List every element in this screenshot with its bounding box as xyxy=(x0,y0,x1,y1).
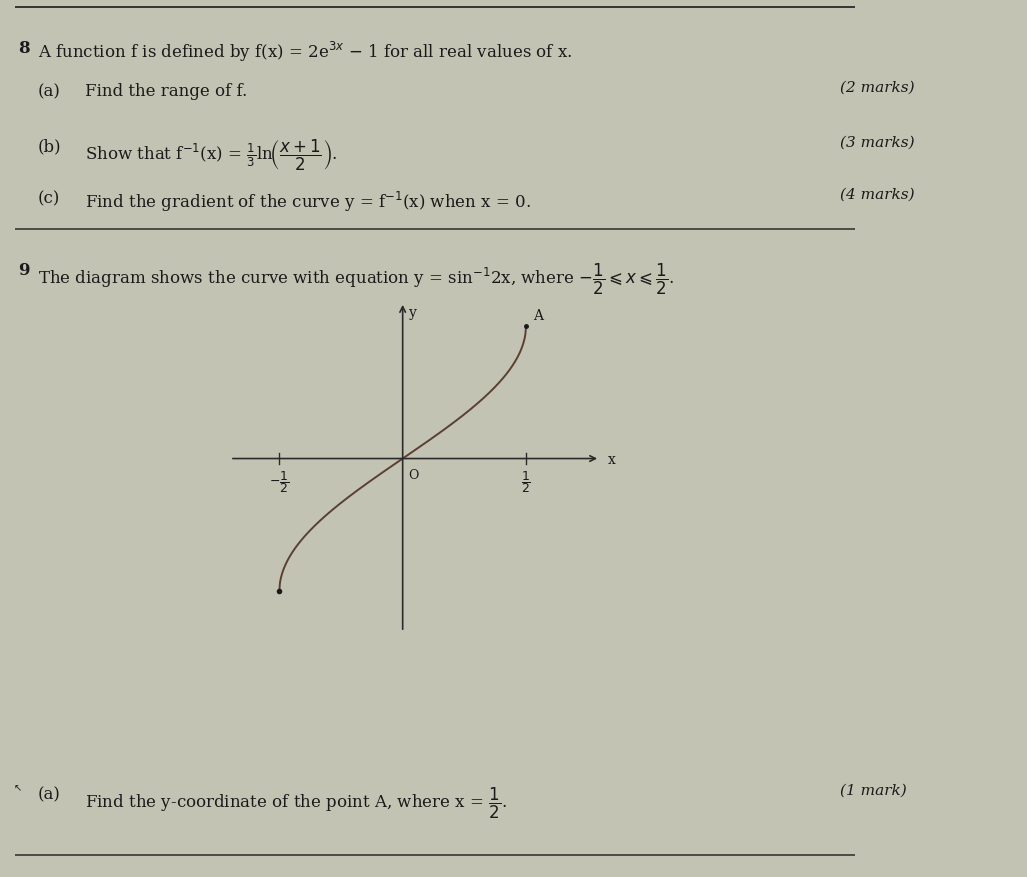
Text: (2 marks): (2 marks) xyxy=(840,81,915,95)
Text: Show that f$^{-1}$(x) = $\frac{1}{3}$ln$\!\left(\dfrac{x+1}{2}\right)$.: Show that f$^{-1}$(x) = $\frac{1}{3}$ln$… xyxy=(85,138,338,173)
Text: 8: 8 xyxy=(18,40,30,57)
Text: $-\dfrac{1}{2}$: $-\dfrac{1}{2}$ xyxy=(269,468,290,494)
Text: y: y xyxy=(409,305,417,319)
Text: $\dfrac{1}{2}$: $\dfrac{1}{2}$ xyxy=(521,468,531,494)
Text: (a): (a) xyxy=(38,83,61,100)
Text: (a): (a) xyxy=(38,785,61,802)
Text: Find the y-coordinate of the point A, where x = $\dfrac{1}{2}$.: Find the y-coordinate of the point A, wh… xyxy=(85,785,507,820)
Text: (4 marks): (4 marks) xyxy=(840,188,915,202)
Text: Find the range of f.: Find the range of f. xyxy=(85,83,248,100)
Text: (b): (b) xyxy=(38,138,62,155)
Text: x: x xyxy=(607,452,615,466)
Text: (3 marks): (3 marks) xyxy=(840,136,915,150)
Text: ↖: ↖ xyxy=(14,782,23,792)
Text: 9: 9 xyxy=(18,261,30,279)
Text: The diagram shows the curve with equation y = sin$^{-1}$2x, where $-\dfrac{1}{2}: The diagram shows the curve with equatio… xyxy=(38,261,675,297)
Text: (1 mark): (1 mark) xyxy=(840,783,907,797)
Text: Find the gradient of the curve y = f$^{-1}$(x) when x = 0.: Find the gradient of the curve y = f$^{-… xyxy=(85,189,531,214)
Text: A function f is defined by f(x) = 2e$^{3x}$ $-$ 1 for all real values of x.: A function f is defined by f(x) = 2e$^{3… xyxy=(38,40,572,64)
Text: (c): (c) xyxy=(38,189,61,207)
Text: O: O xyxy=(408,468,418,481)
Text: A: A xyxy=(533,309,543,323)
